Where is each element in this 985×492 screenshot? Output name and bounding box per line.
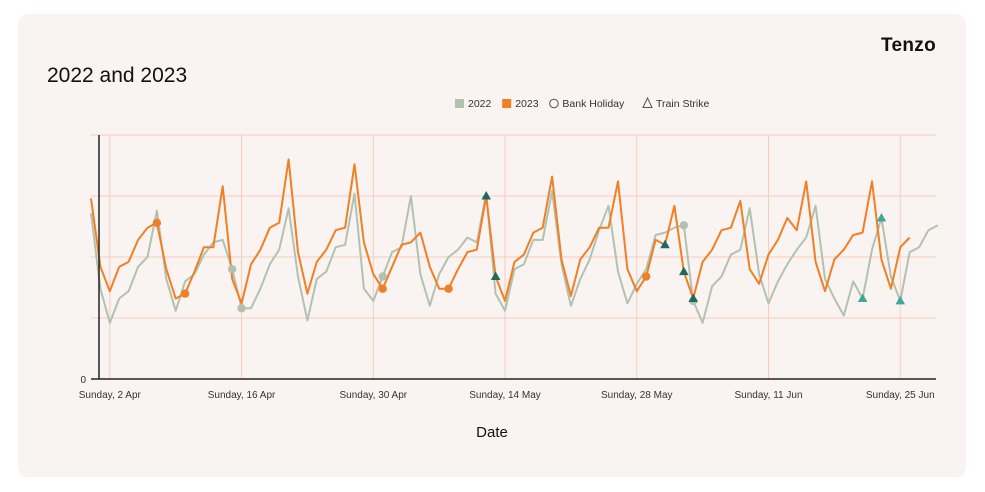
chart-series (90, 158, 939, 324)
train-strike-marker (688, 293, 699, 302)
legend-label: 2023 (515, 98, 539, 110)
chart-markers (152, 191, 906, 313)
chart-axes: 0 Sunday, 2 Apr Sunday, 16 Apr Sunday, 30 A… (79, 135, 936, 401)
x-tick-label: Sunday, 30 Apr (339, 390, 407, 401)
x-tick-label: Sunday, 16 Apr (208, 390, 276, 401)
legend-label: Train Strike (656, 98, 709, 110)
x-tick-label: Sunday, 2 Apr (79, 390, 142, 401)
x-tick-label: Sunday, 25 Jun (866, 390, 935, 401)
legend-triangle-icon (642, 96, 653, 108)
x-tick-label: Sunday, 11 Jun (735, 390, 803, 401)
chart-grid (91, 134, 936, 379)
train-strike-marker (895, 295, 906, 305)
bank-holiday-marker (444, 284, 453, 293)
legend-label: Bank Holiday (562, 98, 625, 110)
series-line-2023 (90, 158, 911, 305)
bank-holiday-marker (237, 304, 246, 313)
legend-swatch-2023 (502, 99, 512, 108)
x-tick-label: Sunday, 28 May (601, 390, 673, 401)
legend-label: 2022 (468, 98, 492, 110)
x-tick-label: Sunday, 14 May (469, 390, 541, 401)
y-tick-label: 0 (80, 375, 86, 386)
train-strike-marker (481, 191, 492, 200)
bank-holiday-marker (378, 284, 387, 293)
x-axis-label: Date (476, 424, 508, 441)
bank-holiday-marker (641, 272, 651, 281)
train-strike-marker (660, 239, 670, 249)
bank-holiday-marker (679, 221, 689, 230)
train-strike-marker (857, 293, 868, 302)
bank-holiday-marker (152, 218, 162, 228)
legend-circle-icon (549, 98, 559, 109)
bank-holiday-marker (180, 289, 190, 298)
train-strike-marker (490, 271, 501, 281)
chart-title: 2022 and 2023 (47, 64, 188, 87)
legend-swatch-2022 (455, 99, 464, 108)
bank-holiday-marker (378, 272, 387, 281)
train-strike-marker (679, 266, 689, 276)
brand-logo: Tenzo (881, 35, 936, 56)
chart-legend: 2022 2023 Bank Holiday Train Strike (455, 96, 709, 110)
bank-holiday-marker (227, 265, 237, 274)
train-strike-marker (876, 212, 887, 222)
